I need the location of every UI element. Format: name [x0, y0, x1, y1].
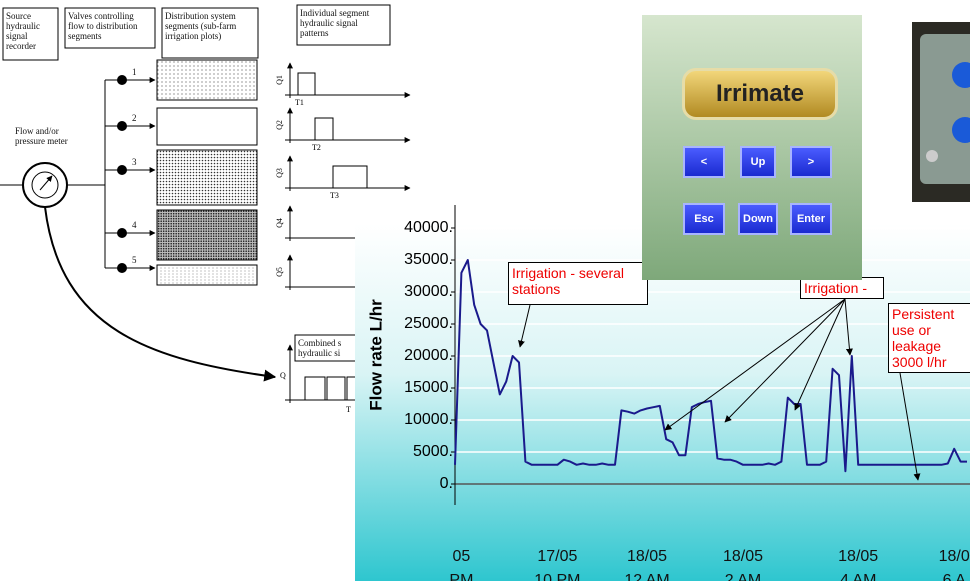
pulse [305, 377, 325, 400]
pulse [315, 118, 333, 140]
y-tick-label: 5000. [413, 443, 453, 460]
y-tick-label: 15000. [404, 379, 453, 396]
combined-label: Combined s hydraulic si [298, 338, 341, 358]
valve [117, 228, 127, 238]
header-text: Valves controlling flow to distribution … [68, 11, 138, 41]
pulse [327, 377, 345, 400]
signal-t: T2 [312, 143, 321, 152]
valve-number: 4 [132, 220, 137, 230]
annotation-arrow [845, 299, 850, 355]
annotation-arrow [665, 299, 845, 430]
x-tick-label: 05 PM [416, 545, 506, 581]
signal-q: Q5 [275, 267, 284, 277]
x-tick-label: 18/05 12 AM [602, 545, 692, 581]
meter-needle [40, 176, 52, 190]
device-button[interactable]: Esc [683, 203, 725, 235]
annotation: Persistent use or leakage 3000 l/hr [888, 303, 970, 373]
segment [157, 150, 257, 205]
device-button[interactable]: Enter [790, 203, 832, 235]
y-axis-label: Flow rate L/hr [366, 299, 385, 411]
y-tick-label: 25000. [404, 315, 453, 332]
segment [157, 265, 257, 285]
segment [157, 210, 257, 260]
y-tick-label: 35000. [404, 251, 453, 268]
signal-t: T3 [330, 191, 339, 200]
pulse [333, 166, 367, 188]
header-text: Source hydraulic signal recorder [6, 11, 40, 51]
photo-box [920, 34, 970, 184]
photo [912, 22, 970, 202]
page: Q1T1Q2T2Q3T3Q4Q5QT 0.5000.10000.15000.20… [0, 0, 970, 581]
y-tick-label: 30000. [404, 283, 453, 300]
valve [117, 263, 127, 273]
valve-number: 2 [132, 113, 137, 123]
valve-number: 1 [132, 67, 137, 77]
device-button[interactable]: Up [740, 146, 776, 178]
annotation-arrow [520, 305, 530, 347]
meter [23, 163, 67, 207]
signal-q: Q4 [275, 218, 284, 228]
x-tick-label: 18/0 6 A [909, 545, 970, 581]
x-tick-label: 17/05 10 PM [512, 545, 602, 581]
combined-t: T [346, 405, 351, 414]
meter-dial [32, 172, 58, 198]
valve-number: 3 [132, 157, 137, 167]
x-tick-label: 18/05 2 AM [698, 545, 788, 581]
y-tick-label: 10000. [404, 411, 453, 428]
signal-t: T1 [295, 98, 304, 107]
device-button[interactable]: Down [738, 203, 778, 235]
annotation: Irrigation - several stations [508, 262, 648, 305]
valve [117, 75, 127, 85]
y-tick-label: 20000. [404, 347, 453, 364]
annotation-arrow [725, 299, 845, 422]
device-title[interactable]: Irrimate [682, 68, 838, 120]
valve [117, 165, 127, 175]
signal-q: Q3 [275, 168, 284, 178]
meter-label: Flow and/or pressure meter [15, 126, 68, 146]
device-button[interactable]: > [790, 146, 832, 178]
annotation: Irrigation - [800, 277, 884, 299]
segment [157, 108, 257, 145]
combined-q: Q [280, 371, 286, 380]
device-panel: Irrimate < Up > Esc Down Enter [642, 15, 862, 280]
segment [157, 60, 257, 100]
photo-screw [926, 150, 938, 162]
y-tick-label: 40000. [404, 219, 453, 236]
header-text: Individual segment hydraulic signal patt… [300, 8, 369, 38]
pulse [298, 73, 315, 95]
x-tick-label: 18/05 4 AM [813, 545, 903, 581]
annotation-arrow [795, 299, 845, 410]
valve-number: 5 [132, 255, 137, 265]
device-button[interactable]: < [683, 146, 725, 178]
header-text: Distribution system segments (sub-farm i… [165, 11, 236, 41]
y-tick-label: 0. [440, 475, 453, 492]
signal-q: Q1 [275, 75, 284, 85]
signal-q: Q2 [275, 120, 284, 130]
valve [117, 121, 127, 131]
